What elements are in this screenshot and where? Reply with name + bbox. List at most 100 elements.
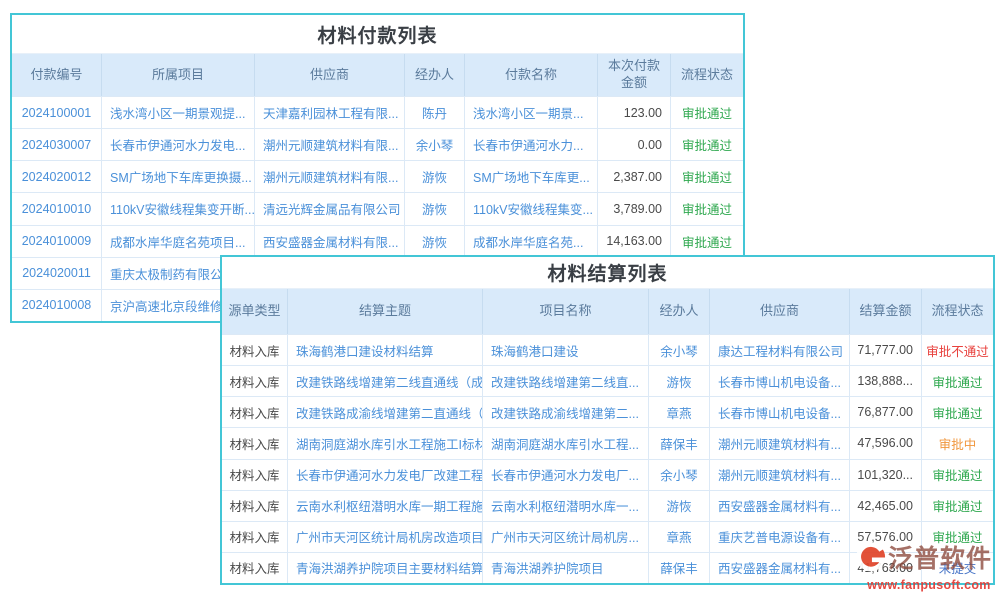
cell-status: 审批通过	[932, 406, 983, 421]
cell-status: 审批通过	[681, 139, 732, 154]
cell-project[interactable]: 青海洪湖养护院项目	[483, 552, 649, 583]
cell-subject[interactable]: 青海洪湖养护院项目主要材料结算	[288, 552, 483, 583]
cell-project[interactable]: SM广场地下车库更换摄...	[102, 161, 255, 193]
cell-name[interactable]: 浅水湾小区一期景...	[465, 97, 598, 129]
cell-subject[interactable]: 长春市伊通河水力发电厂改建工程...	[288, 459, 483, 490]
column-header-project: 所属项目	[102, 54, 255, 96]
cell-id[interactable]: 2024020011	[12, 257, 102, 289]
payment-list-title: 材料付款列表	[12, 15, 743, 54]
cell-handler[interactable]: 游恢	[405, 193, 465, 225]
table-row: 材料入库 珠海鹤港口建设材料结算 珠海鹤港口建设 余小琴 康达工程材料有限公司 71,77…	[222, 334, 993, 366]
cell-supplier[interactable]: 清远光辉金属品有限公司	[255, 193, 405, 225]
cell-project[interactable]: 广州市天河区统计局机房...	[483, 521, 649, 552]
cell-status: 审批通过	[932, 531, 983, 546]
cell-subject[interactable]: 改建铁路线增建第二线直通线（成...	[288, 366, 483, 397]
cell-id[interactable]: 2024010010	[12, 193, 102, 225]
cell-project[interactable]: 湖南洞庭湖水库引水工程...	[483, 428, 649, 459]
cell-handler[interactable]: 游恢	[649, 366, 710, 397]
cell-amount: 76,877.00	[850, 397, 922, 428]
cell-handler[interactable]: 薛保丰	[649, 552, 710, 583]
cell-subject[interactable]: 湖南洞庭湖水库引水工程施工I标材...	[288, 428, 483, 459]
cell-project[interactable]: 110kV安徽线程集变开断...	[102, 193, 255, 225]
cell-handler[interactable]: 章燕	[649, 521, 710, 552]
column-header-supplier: 供应商	[255, 54, 405, 96]
column-header-type: 源单类型	[222, 289, 288, 334]
vendor-brand-text: 泛普软件	[888, 545, 993, 573]
cell-handler[interactable]: 游恢	[649, 490, 710, 521]
cell-subject[interactable]: 云南水利枢纽潜明水库一期工程施...	[288, 490, 483, 521]
cell-name[interactable]: SM广场地下车库更...	[465, 161, 598, 193]
cell-id[interactable]: 2024010009	[12, 225, 102, 257]
cell-handler[interactable]: 章燕	[649, 397, 710, 428]
cell-status: 审批通过	[681, 203, 732, 218]
cell-status: 审批通过	[932, 500, 983, 515]
cell-supplier[interactable]: 西安盛器金属材料有限...	[255, 225, 405, 257]
table-row: 材料入库 改建铁路成渝线增建第二直通线（... 改建铁路成渝线增建第二... 章燕 长春…	[222, 396, 993, 428]
cell-handler[interactable]: 陈丹	[405, 97, 465, 129]
column-header-status: 流程状态	[931, 303, 984, 319]
cell-handler[interactable]: 游恢	[405, 161, 465, 193]
cell-supplier[interactable]: 西安盛器金属材料有...	[710, 552, 850, 583]
cell-handler[interactable]: 余小琴	[649, 335, 710, 366]
cell-amount: 3,789.00	[598, 193, 671, 225]
cell-supplier[interactable]: 长春市博山机电设备...	[710, 366, 850, 397]
table-row: 2024010010 110kV安徽线程集变开断... 清远光辉金属品有限公司 游恢 1…	[12, 192, 743, 225]
table-row: 材料入库 长春市伊通河水力发电厂改建工程... 长春市伊通河水力发电厂... 余小琴潮…	[222, 458, 993, 490]
cell-name[interactable]: 110kV安徽线程集变...	[465, 193, 598, 225]
cell-status: 审批通过	[932, 375, 983, 390]
column-header-id: 付款编号	[12, 54, 102, 96]
cell-status: 审批通过	[932, 469, 983, 484]
cell-id[interactable]: 2024020012	[12, 161, 102, 193]
table-row: 2024100001 浅水湾小区一期景观提... 天津嘉利园林工程有限... 陈丹 浅水…	[12, 96, 743, 129]
vendor-logo-icon	[856, 542, 886, 577]
settlement-list-title: 材料结算列表	[222, 257, 993, 289]
cell-supplier[interactable]: 潮州元顺建筑材料有...	[710, 428, 850, 459]
cell-project[interactable]: 长春市伊通河水力发电厂...	[483, 459, 649, 490]
cell-status: 审批中	[938, 437, 977, 452]
cell-status: 审批通过	[681, 235, 732, 250]
cell-amount: 71,777.00	[850, 335, 922, 366]
cell-id[interactable]: 2024100001	[12, 97, 102, 129]
cell-amount: 138,888...	[850, 366, 922, 397]
table-row: 2024010009 成都水岸华庭名苑项目... 西安盛器金属材料有限... 游恢 成都…	[12, 224, 743, 257]
cell-supplier[interactable]: 重庆艺普电源设备有...	[710, 521, 850, 552]
cell-name[interactable]: 成都水岸华庭名苑...	[465, 225, 598, 257]
cell-supplier[interactable]: 潮州元顺建筑材料有限...	[255, 161, 405, 193]
table-row: 材料入库 改建铁路线增建第二线直通线（成... 改建铁路线增建第二线直... 游恢 长春…	[222, 365, 993, 397]
cell-subject[interactable]: 改建铁路成渝线增建第二直通线（...	[288, 397, 483, 428]
cell-project[interactable]: 云南水利枢纽潜明水库一...	[483, 490, 649, 521]
cell-status: 审批通过	[681, 107, 732, 122]
cell-handler[interactable]: 余小琴	[405, 129, 465, 161]
cell-status: 审批不通过	[926, 344, 989, 359]
cell-project[interactable]: 珠海鹤港口建设	[483, 335, 649, 366]
cell-handler[interactable]: 薛保丰	[649, 428, 710, 459]
cell-type: 材料入库	[222, 490, 288, 521]
cell-type: 材料入库	[222, 428, 288, 459]
cell-type: 材料入库	[222, 521, 288, 552]
cell-amount: 101,320...	[850, 459, 922, 490]
cell-supplier[interactable]: 西安盛器金属材料有...	[710, 490, 850, 521]
cell-project[interactable]: 成都水岸华庭名苑项目...	[102, 225, 255, 257]
cell-supplier[interactable]: 潮州元顺建筑材料有限...	[255, 129, 405, 161]
cell-supplier[interactable]: 天津嘉利园林工程有限...	[255, 97, 405, 129]
table-row: 材料入库 青海洪湖养护院项目主要材料结算 青海洪湖养护院项目 薛保丰 西安盛器金属材料有…	[222, 551, 993, 583]
cell-supplier[interactable]: 康达工程材料有限公司	[710, 335, 850, 366]
cell-subject[interactable]: 珠海鹤港口建设材料结算	[288, 335, 483, 366]
cell-name[interactable]: 长春市伊通河水力...	[465, 129, 598, 161]
cell-project[interactable]: 浅水湾小区一期景观提...	[102, 97, 255, 129]
cell-subject[interactable]: 广州市天河区统计局机房改造项目...	[288, 521, 483, 552]
table-row: 2024030007 长春市伊通河水力发电... 潮州元顺建筑材料有限... 余小琴长…	[12, 128, 743, 161]
column-header-supplier: 供应商	[710, 289, 850, 334]
cell-supplier[interactable]: 潮州元顺建筑材料有...	[710, 459, 850, 490]
cell-type: 材料入库	[222, 335, 288, 366]
cell-handler[interactable]: 余小琴	[649, 459, 710, 490]
cell-amount: 14,163.00	[598, 225, 671, 257]
cell-supplier[interactable]: 长春市博山机电设备...	[710, 397, 850, 428]
cell-id[interactable]: 2024030007	[12, 129, 102, 161]
cell-id[interactable]: 2024010008	[12, 289, 102, 321]
cell-handler[interactable]: 游恢	[405, 225, 465, 257]
cell-project[interactable]: 改建铁路线增建第二线直...	[483, 366, 649, 397]
cell-project[interactable]: 长春市伊通河水力发电...	[102, 129, 255, 161]
cell-project[interactable]: 改建铁路成渝线增建第二...	[483, 397, 649, 428]
